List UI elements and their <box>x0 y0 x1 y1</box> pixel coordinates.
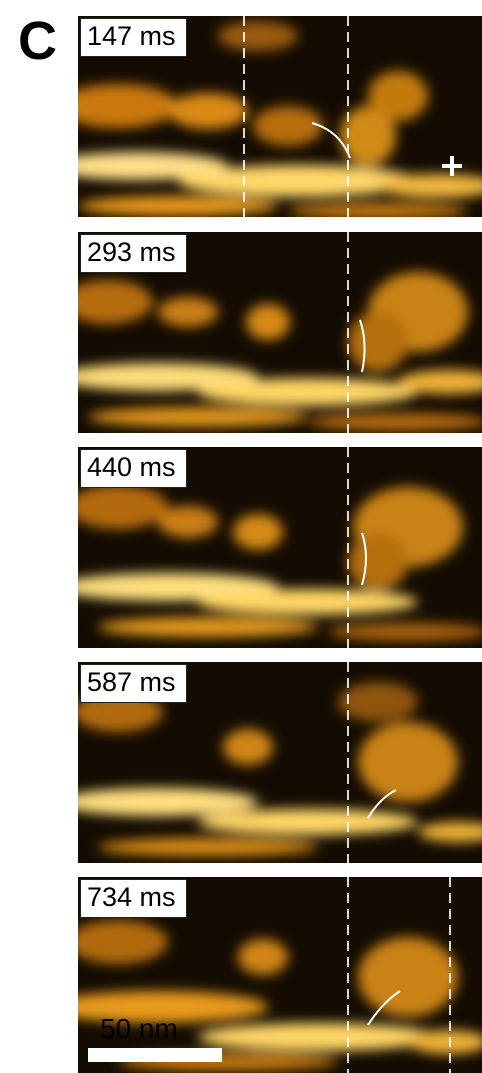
afm-image <box>78 877 482 1073</box>
time-label: 587 ms <box>80 664 187 703</box>
time-label: 734 ms <box>80 879 187 918</box>
scale-bar <box>88 1048 222 1062</box>
afm-frame-1: 147 ms <box>78 16 482 217</box>
afm-frame-2: 293 ms <box>78 232 482 433</box>
time-label: 147 ms <box>80 18 187 57</box>
afm-frame-4: 587 ms <box>78 662 482 863</box>
afm-frame-3: 440 ms <box>78 447 482 648</box>
afm-frame-5: 734 ms <box>78 877 482 1073</box>
afm-image <box>78 16 482 217</box>
scale-bar-label: 50 nm <box>100 1013 178 1044</box>
plus-marker-icon <box>442 156 462 176</box>
time-label: 440 ms <box>80 449 187 488</box>
panel-letter: C <box>18 11 57 71</box>
time-label: 293 ms <box>80 234 187 273</box>
